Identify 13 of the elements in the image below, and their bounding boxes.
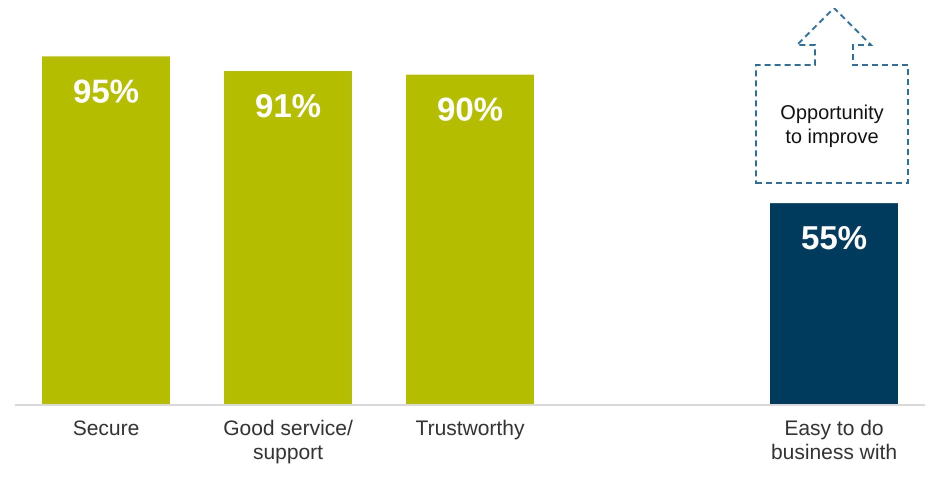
bar bbox=[224, 71, 352, 405]
x-tick-label: Trustworthy bbox=[416, 417, 525, 440]
x-tick-label: Good service/ support bbox=[223, 417, 353, 464]
annotation: Opportunity to improve bbox=[780, 102, 884, 148]
bar bbox=[42, 56, 170, 405]
data-label: 95% bbox=[72, 72, 140, 110]
data-label: 90% bbox=[436, 90, 504, 128]
data-label: 55% bbox=[800, 219, 868, 256]
bar bbox=[770, 203, 898, 405]
x-tick-label: Secure bbox=[72, 417, 140, 440]
x-tick-label: Easy to do business with bbox=[770, 417, 898, 464]
data-label: 91% bbox=[254, 87, 322, 124]
bar bbox=[406, 74, 534, 405]
